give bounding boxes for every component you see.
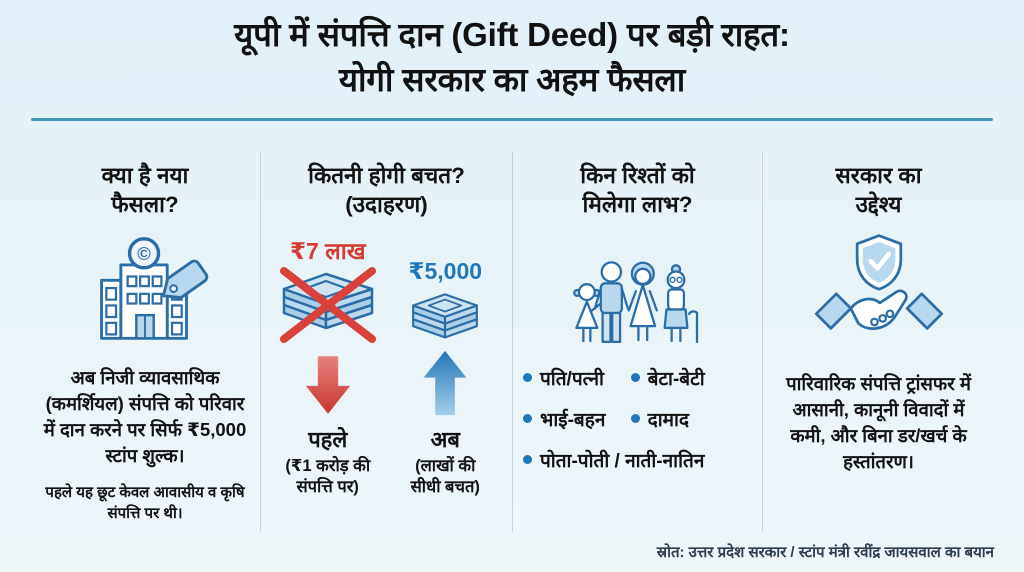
savings-comparison: ₹7 लाख — [269, 226, 504, 500]
source-note: स्रोत: उत्तर प्रदेश सरकार / स्टांप मंत्र… — [656, 544, 994, 561]
column-heading: किन रिश्तों को मिलेगा लाभ? — [580, 163, 695, 217]
savings-before: ₹7 लाख — [269, 226, 387, 500]
bullet-icon — [630, 414, 640, 424]
before-label: पहले — [308, 426, 348, 452]
family-icon-svg — [572, 260, 698, 343]
column-heading: सरकार का उद्देश्य — [835, 163, 922, 217]
decision-note: पहले यह छूट केवल आवासीय व कृषि संपत्ति प… — [45, 483, 245, 522]
column-heading: क्या है नया फैसला? — [101, 163, 189, 217]
building-with-price-tag-icon: © — [38, 234, 252, 351]
column-relations: किन रिश्तों को मिलेगा लाभ? — [512, 152, 762, 532]
price-tag-icon — [161, 259, 209, 299]
red-cross-icon — [279, 266, 376, 343]
page-title: यूपी में संपत्ति दान (Gift Deed) पर बड़ी… — [234, 16, 790, 98]
after-label: अब — [430, 426, 460, 452]
handshake-icon — [814, 289, 943, 330]
column-heading: कितनी होगी बचत? (उदाहरण) — [308, 163, 465, 217]
relation-label: पति/पत्नी — [540, 368, 604, 390]
objective-body: पारिवारिक संपत्ति ट्रांसफर में आसानी, का… — [786, 372, 971, 473]
list-item: भाई-बहन — [523, 406, 631, 432]
copyright-badge-icon — [127, 236, 161, 270]
relation-label: भाई-बहन — [540, 409, 606, 431]
column-savings: कितनी होगी बचत? (उदाहरण) ₹7 लाख — [260, 152, 512, 532]
shield-handshake-icon — [771, 232, 986, 357]
family-icon — [521, 230, 754, 353]
crossed-money-stack-icon — [279, 266, 376, 343]
decision-body: अब निजी व्यावसाथिक (कमर्शियल) संपत्ति को… — [43, 366, 247, 467]
shield-handshake-svg — [814, 233, 943, 330]
bullet-icon — [523, 414, 532, 424]
before-sublabel: (₹1 करोड़ की संपत्ति पर) — [285, 456, 371, 497]
list-item: पोता-पोती / नाती-नातिन — [523, 447, 752, 473]
relation-label: दामाद — [647, 409, 690, 431]
savings-after: ₹5,000 — [387, 226, 505, 500]
column-objective: सरकार का उद्देश्य पारिवारिक स — [762, 152, 994, 532]
list-item: बेटा-बेटी — [630, 365, 752, 391]
relations-list: पति/पत्नी बेटा-बेटी भाई-बहन दामाद पोता-प… — [521, 365, 754, 488]
cane-icon — [687, 309, 698, 343]
check-icon — [868, 251, 891, 271]
list-item: पति/पत्नी — [523, 365, 631, 391]
money-stack-icon — [412, 292, 479, 339]
column-new-decision: क्या है नया फैसला? — [30, 152, 260, 532]
bullet-icon — [630, 373, 640, 383]
after-sublabel: (लाखों की सीधी बचत) — [410, 456, 480, 497]
bullet-icon — [523, 455, 532, 465]
before-amount: ₹7 लाख — [289, 237, 366, 264]
blue-up-arrow-icon — [423, 350, 467, 415]
svg-text:©: © — [137, 243, 151, 264]
building-icon: © — [100, 236, 209, 340]
bullet-icon — [523, 373, 532, 383]
columns-container: क्या है नया फैसला? — [30, 152, 994, 532]
red-down-arrow-icon — [305, 355, 350, 414]
relation-label: पोता-पोती / नाती-नातिन — [540, 450, 705, 472]
header: यूपी में संपत्ति दान (Gift Deed) पर बड़ी… — [0, 0, 1024, 121]
header-divider — [31, 117, 993, 121]
relation-label: बेटा-बेटी — [647, 368, 705, 390]
after-amount: ₹5,000 — [408, 257, 483, 284]
list-item: दामाद — [630, 406, 752, 432]
